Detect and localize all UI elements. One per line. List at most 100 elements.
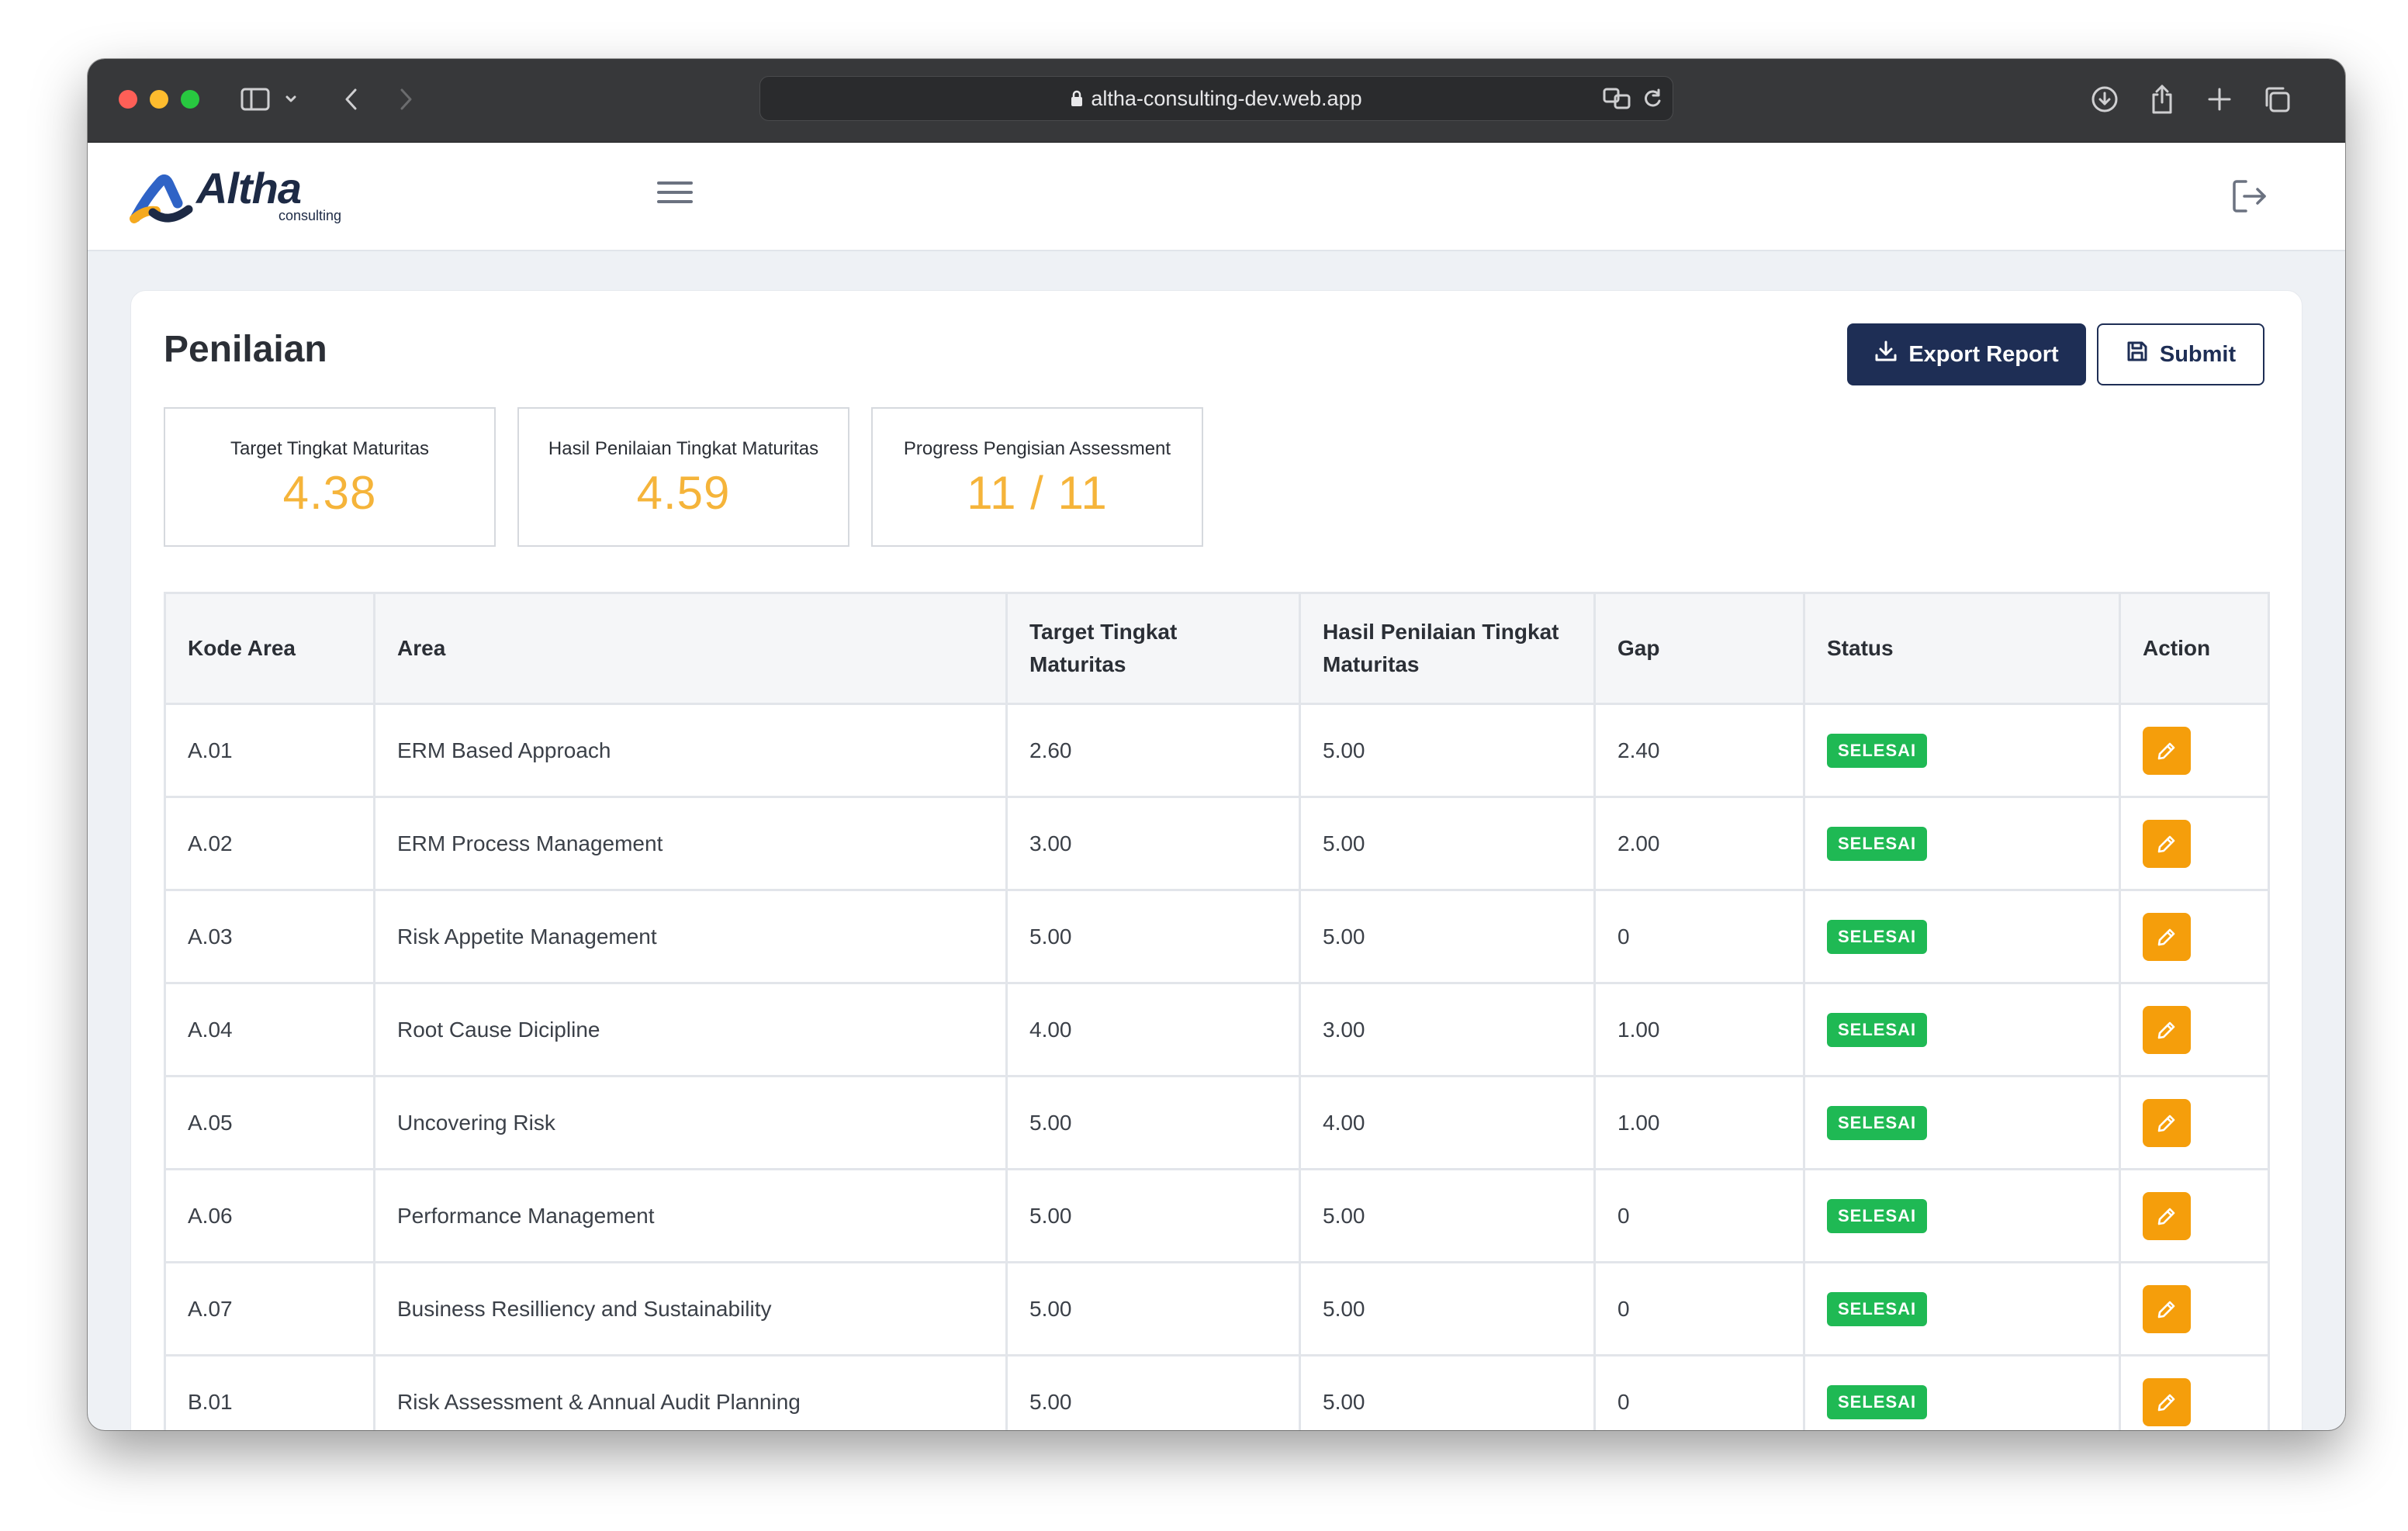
pencil-icon [2156,1112,2178,1134]
table-row: A.06 Performance Management 5.00 5.00 0 SELES… [164,1168,2270,1263]
cell-kode-area: A.05 [164,1075,375,1170]
back-icon[interactable] [336,84,367,115]
chevron-down-icon[interactable] [282,84,300,115]
cell-status: SELESAI [1803,703,2121,798]
export-report-label: Export Report [1908,341,2059,367]
download-icon [1874,340,1898,369]
table-row: A.03 Risk Appetite Management 5.00 5.00 0 SEL… [164,889,2270,984]
save-icon [2126,340,2149,369]
cell-hasil: 5.00 [1299,796,1596,891]
cell-status: SELESAI [1803,982,2121,1077]
browser-toolbar: altha-consulting-dev.web.app [88,59,2345,143]
stat-target-maturity: Target Tingkat Maturitas 4.38 [164,407,496,547]
cell-hasil: 5.00 [1299,889,1596,984]
cell-target: 3.00 [1005,796,1301,891]
cell-kode-area: A.03 [164,889,375,984]
edit-button[interactable] [2143,1191,2191,1240]
cell-area: ERM Based Approach [373,703,1008,798]
cell-target: 2.60 [1005,703,1301,798]
edit-button[interactable] [2143,1098,2191,1147]
cell-area: Risk Appetite Management [373,889,1008,984]
cell-gap: 2.00 [1593,796,1805,891]
cell-kode-area: A.04 [164,982,375,1077]
column-header-status: Status [1803,592,2121,705]
pencil-icon [2156,833,2178,855]
cell-hasil: 5.00 [1299,1354,1596,1430]
stat-value: 11 / 11 [967,467,1108,519]
cell-status: SELESAI [1803,1075,2121,1170]
column-header-hasil: Hasil Penilaian Tingkat Maturitas [1299,592,1596,705]
cell-kode-area: A.06 [164,1168,375,1263]
cell-kode-area: A.02 [164,796,375,891]
assessment-card: Penilaian Export Report Submit Target Ti… [130,290,2302,1430]
table-header-row: Kode Area Area Target Tingkat Maturitas … [164,592,2270,705]
close-window-button[interactable] [119,90,137,109]
stat-value: 4.59 [636,467,731,519]
cell-gap: 0 [1593,1261,1805,1356]
logo-mark-icon [130,174,193,223]
edit-button[interactable] [2143,726,2191,775]
edit-button[interactable] [2143,1005,2191,1054]
pencil-icon [2156,1298,2178,1320]
cell-gap: 1.00 [1593,1075,1805,1170]
forward-icon[interactable] [390,84,421,115]
cell-target: 5.00 [1005,889,1301,984]
edit-button[interactable] [2143,819,2191,868]
assessment-table: Kode Area Area Target Tingkat Maturitas … [164,592,2270,1430]
logout-icon[interactable] [2229,175,2271,217]
cell-status: SELESAI [1803,889,2121,984]
brand-logo[interactable]: Altha consulting [130,164,341,228]
table-row: A.02 ERM Process Management 3.00 5.00 2.00 SE… [164,796,2270,891]
share-icon[interactable] [2147,84,2178,115]
lock-icon [1071,78,1083,122]
logo-text: Altha [196,164,302,213]
pencil-icon [2156,1019,2178,1041]
column-header-gap: Gap [1593,592,1805,705]
sidebar-toggle-icon[interactable] [240,84,271,115]
tab-overview-icon[interactable] [2261,84,2292,115]
cell-action [2119,982,2270,1077]
cell-area: Performance Management [373,1168,1008,1263]
translate-icon[interactable] [1601,83,1632,114]
download-icon[interactable] [2089,84,2120,115]
pencil-icon [2156,1205,2178,1227]
cell-area: Root Cause Dicipline [373,982,1008,1077]
cell-area: Risk Assessment & Annual Audit Planning [373,1354,1008,1430]
new-tab-icon[interactable] [2204,84,2235,115]
table-row: A.07 Business Resilliency and Sustainabil… [164,1261,2270,1356]
cell-target: 5.00 [1005,1075,1301,1170]
submit-button[interactable]: Submit [2097,323,2264,385]
cell-gap: 2.40 [1593,703,1805,798]
edit-button[interactable] [2143,912,2191,961]
menu-toggle-icon[interactable] [657,181,693,209]
minimize-window-button[interactable] [150,90,168,109]
maximize-window-button[interactable] [181,90,199,109]
cell-action [2119,1168,2270,1263]
edit-button[interactable] [2143,1284,2191,1333]
cell-target: 5.00 [1005,1261,1301,1356]
cell-hasil: 3.00 [1299,982,1596,1077]
address-bar[interactable]: altha-consulting-dev.web.app [759,76,1673,121]
submit-label: Submit [2159,341,2237,367]
url-text: altha-consulting-dev.web.app [1091,87,1362,110]
cell-hasil: 5.00 [1299,1261,1596,1356]
status-badge: SELESAI [1827,1198,1928,1233]
table-row: A.05 Uncovering Risk 5.00 4.00 1.00 SELESAI [164,1075,2270,1170]
table-row: B.01 Risk Assessment & Annual Audit Plann… [164,1354,2270,1430]
column-header-action: Action [2119,592,2270,705]
cell-action [2119,703,2270,798]
edit-button[interactable] [2143,1377,2191,1426]
cell-status: SELESAI [1803,796,2121,891]
cell-action [2119,1261,2270,1356]
stat-label: Progress Pengisian Assessment [903,438,1171,459]
status-badge: SELESAI [1827,733,1928,768]
status-badge: SELESAI [1827,1105,1928,1140]
status-badge: SELESAI [1827,1384,1928,1419]
reload-icon[interactable] [1637,83,1668,114]
cell-status: SELESAI [1803,1261,2121,1356]
cell-hasil: 5.00 [1299,1168,1596,1263]
export-report-button[interactable]: Export Report [1847,323,2086,385]
table-row: A.01 ERM Based Approach 2.60 5.00 2.40 SELESA… [164,703,2270,798]
column-header-kode-area: Kode Area [164,592,375,705]
cell-gap: 1.00 [1593,982,1805,1077]
